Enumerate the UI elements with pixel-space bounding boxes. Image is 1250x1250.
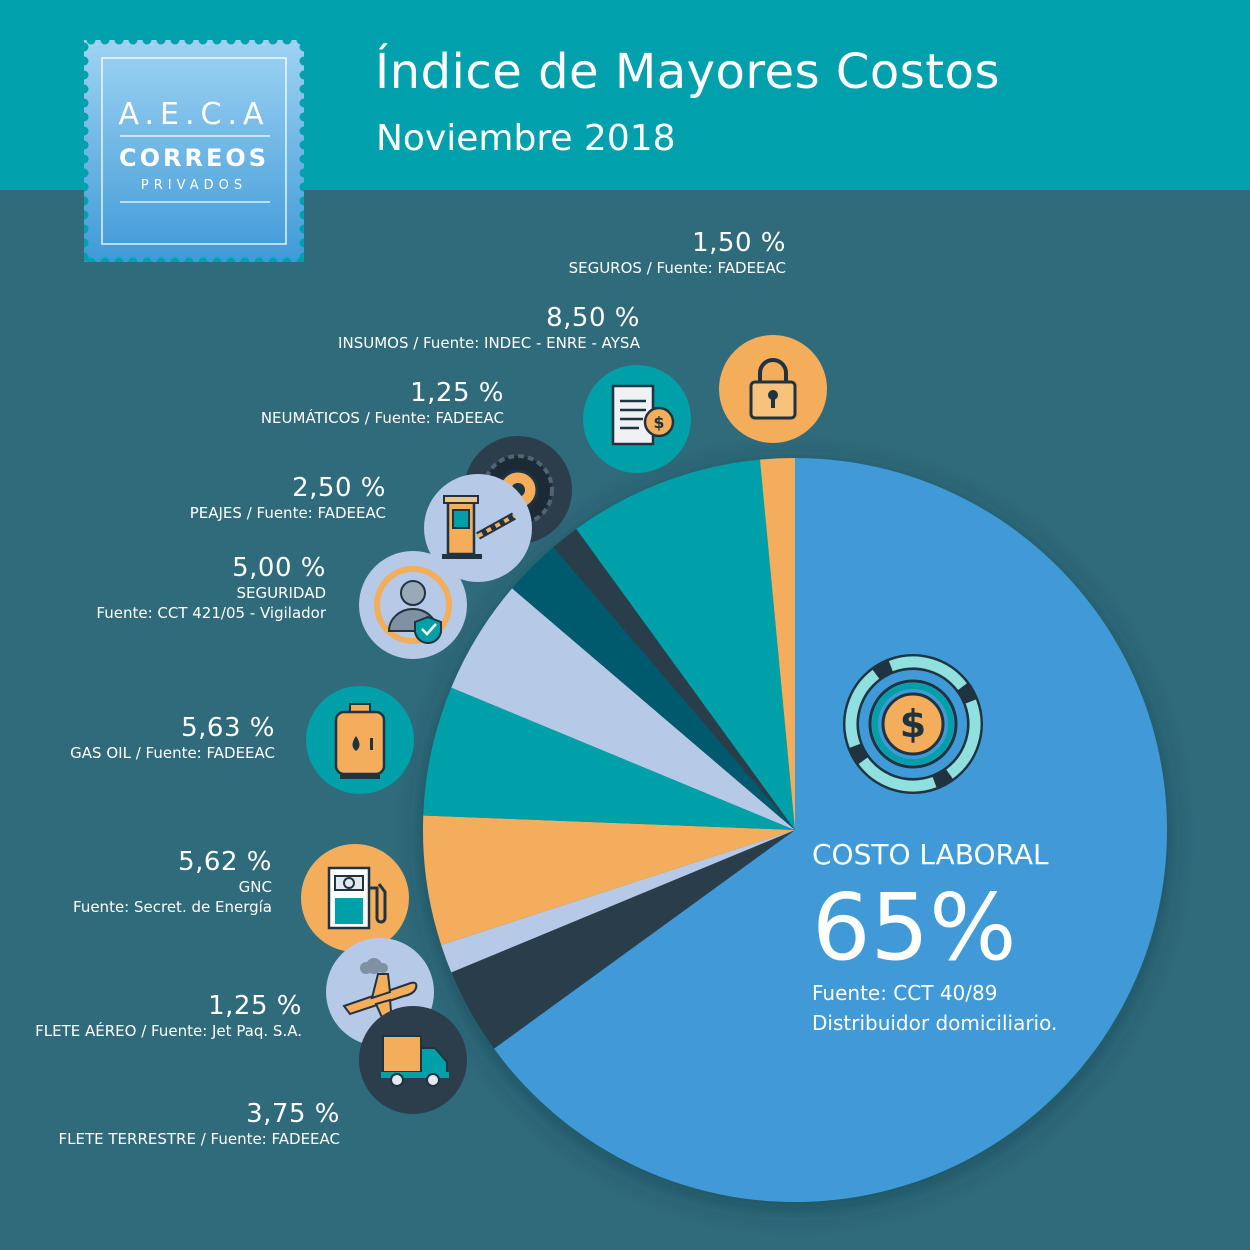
value-insumos: 8,50 %: [546, 303, 640, 333]
pie-slice-seguridad: [451, 588, 795, 830]
pie-slice-gnc: [422, 815, 795, 945]
source-costo-laboral-1: Fuente: CCT 40/89: [812, 981, 998, 1005]
invoice-icon: $: [583, 365, 691, 473]
aeca-stamp-logo: A.E.C.A CORREOS PRIVADOS: [84, 40, 304, 262]
toll-booth-icon: [424, 474, 532, 582]
pie-slice-flete-terrestre: [451, 830, 795, 1049]
dollar-coin-icon: $: [843, 654, 983, 794]
label-flete-terrestre: 3,75 % FLETE TERRESTRE / Fuente: FADEEAC: [59, 1099, 340, 1149]
label-insumos: 8,50 % INSUMOS / Fuente: INDEC - ENRE - …: [338, 303, 640, 353]
label-costo-laboral: COSTO LABORAL 65% Fuente: CCT 40/89 Dist…: [812, 838, 1057, 1038]
gas-cylinder-icon: [306, 686, 414, 794]
source-insumos: INSUMOS / Fuente: INDEC - ENRE - AYSA: [338, 334, 640, 352]
logo-line1: A.E.C.A: [118, 97, 269, 132]
padlock-icon: [719, 335, 827, 443]
label-gas-oil: 5,63 % GAS OIL / Fuente: FADEEAC: [70, 713, 275, 763]
source-costo-laboral-2: Distribuidor domiciliario.: [812, 1011, 1058, 1035]
label-gnc: 5,62 % GNC Fuente: Secret. de Energía: [73, 847, 272, 917]
value-seguridad: 5,00 %: [232, 553, 326, 583]
source-seguros: SEGUROS / Fuente: FADEEAC: [568, 259, 786, 277]
security-guard-icon: [359, 551, 467, 659]
pie-slice-costo-laboral: [494, 458, 1168, 1202]
source-gnc-2: Fuente: Secret. de Energía: [73, 898, 272, 916]
value-flete-aereo: 1,25 %: [208, 991, 302, 1021]
source-gas-oil: GAS OIL / Fuente: FADEEAC: [70, 744, 275, 762]
pie-slice-flete-aereo: [441, 830, 795, 973]
source-flete-aereo: FLETE AÉREO / Fuente: Jet Paq. S.A.: [35, 1022, 302, 1040]
value-neumaticos: 1,25 %: [410, 378, 504, 408]
pie-slice-neumaticos: [553, 529, 795, 830]
label-neumaticos: 1,25 % NEUMÁTICOS / Fuente: FADEEAC: [261, 378, 504, 428]
value-flete-terrestre: 3,75 %: [246, 1099, 340, 1129]
value-gnc: 5,62 %: [178, 847, 272, 877]
fuel-pump-icon: [301, 844, 409, 952]
source-flete-terrestre: FLETE TERRESTRE / Fuente: FADEEAC: [58, 1130, 340, 1148]
source-peajes: PEAJES / Fuente: FADEEAC: [189, 504, 386, 522]
logo-line3: PRIVADOS: [141, 178, 247, 193]
pie-slice-seguros: [759, 458, 795, 830]
source-neumaticos: NEUMÁTICOS / Fuente: FADEEAC: [260, 409, 504, 427]
page-subtitle: Noviembre 2018: [376, 118, 676, 159]
source-seguridad-1: SEGURIDAD: [236, 584, 326, 602]
source-seguridad-2: Fuente: CCT 421/05 - Vigilador: [96, 604, 326, 622]
label-peajes: 2,50 % PEAJES / Fuente: FADEEAC: [190, 473, 386, 523]
value-costo-laboral: 65%: [812, 874, 1017, 981]
label-flete-aereo: 1,25 % FLETE AÉREO / Fuente: Jet Paq. S.…: [35, 991, 302, 1041]
pie-slice-insumos: [576, 459, 795, 830]
label-seguridad: 5,00 % SEGURIDAD Fuente: CCT 421/05 - Vi…: [96, 553, 326, 623]
logo-line2: CORREOS: [119, 144, 269, 172]
value-peajes: 2,50 %: [292, 473, 386, 503]
pie-slice-gas-oil: [423, 687, 795, 830]
svg-text:$: $: [653, 413, 664, 432]
label-seguros: 1,50 % SEGUROS / Fuente: FADEEAC: [569, 228, 786, 278]
svg-text:$: $: [900, 702, 926, 746]
value-gas-oil: 5,63 %: [181, 713, 275, 743]
value-seguros: 1,50 %: [692, 228, 786, 258]
pie-slice-peajes: [512, 547, 795, 830]
category-costo-laboral: COSTO LABORAL: [812, 838, 1049, 871]
page-title: Índice de Mayores Costos: [375, 44, 1000, 100]
source-gnc-1: GNC: [238, 878, 272, 896]
truck-icon: [359, 1006, 467, 1114]
